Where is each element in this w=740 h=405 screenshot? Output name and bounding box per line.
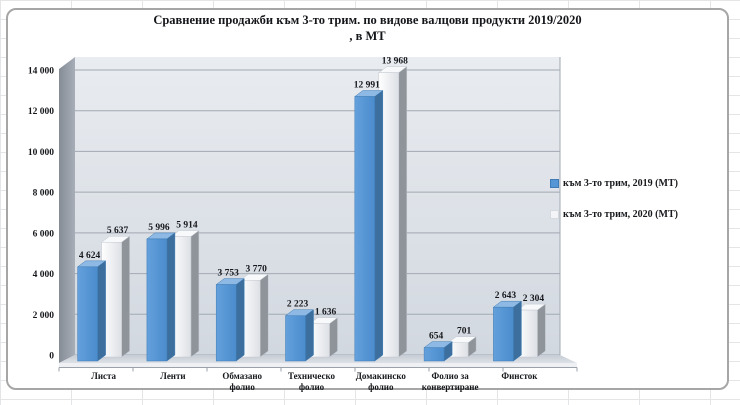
y-axis-tick-label: 4 000: [33, 270, 55, 280]
data-label: 2 223: [287, 300, 309, 310]
data-label: 12 991: [354, 81, 380, 91]
legend-label-2020: към 3-то трим, 2020 (МТ): [563, 209, 678, 220]
x-axis-label-cat7: Финсток: [501, 371, 538, 381]
data-label: 2 304: [523, 294, 545, 304]
x-axis-label-cat6: Фолио за конвертиране: [421, 371, 479, 392]
x-axis-label-cat3: Обмазано фолио: [222, 371, 263, 392]
y-axis-tick-label: 12 000: [28, 107, 54, 117]
x-axis-label-cat2: Ленти: [160, 371, 186, 381]
bar-series1-cat2[interactable]: [146, 238, 168, 362]
y-axis-tick-label: 10 000: [28, 148, 54, 158]
plot-side-wall: [59, 57, 75, 363]
bar-series1-cat4[interactable]: [285, 315, 306, 362]
bar-series1-cat5[interactable]: [354, 96, 376, 362]
bar-series1-cat7[interactable]: [493, 306, 514, 362]
data-label: 4 624: [79, 251, 101, 261]
chart-title: Сравнение продажби към 3-то трим. по вид…: [8, 12, 727, 45]
data-label: 5 914: [176, 221, 198, 231]
data-label: 5 637: [107, 226, 129, 236]
data-label: 2 643: [495, 291, 517, 301]
x-axis-label-cat4: Техническо фолио: [287, 371, 336, 392]
y-axis-tick-label: 6 000: [33, 229, 55, 239]
legend-marker-2019: [550, 179, 559, 188]
bar-series1-cat6[interactable]: [423, 347, 445, 362]
data-label: 701: [457, 327, 472, 337]
legend-label-2019: към 3-то трим, 2019 (МТ): [563, 178, 678, 189]
plot-area: 0 2 000 4 000 6 000 8 000 10 000 12 000 14 000 5…: [28, 57, 578, 372]
chart-object[interactable]: Сравнение продажби към 3-то трим. по вид…: [6, 8, 729, 392]
data-label: 5 996: [148, 223, 170, 233]
legend: към 3-то трим, 2019 (МТ) към 3-то трим, …: [550, 178, 678, 220]
chart-title-line2: , в МТ: [349, 29, 386, 44]
legend-item-2019[interactable]: към 3-то трим, 2019 (МТ): [550, 178, 678, 189]
x-axis-label-cat5: Домакинско фолио: [355, 371, 406, 392]
x-axis-labels: Листа Ленти Обмазано фолио Техническо фолио…: [8, 10, 727, 392]
y-axis-tick-label: 14 000: [28, 67, 54, 77]
y-axis-tick-label: 0: [49, 352, 54, 362]
chart-title-line1: Сравнение продажби към 3-то трим. по вид…: [153, 13, 582, 27]
data-label: 3 770: [246, 264, 268, 274]
bar-series1-cat3[interactable]: [215, 284, 237, 362]
data-label: 3 753: [218, 269, 240, 279]
data-label: 1 636: [315, 308, 337, 318]
x-axis-label-cat1: Листа: [91, 371, 117, 381]
data-label: 13 968: [382, 57, 408, 67]
bar-series1-cat1[interactable]: [77, 266, 98, 362]
y-axis-tick-label: 8 000: [33, 189, 55, 199]
plot-floor-front: [59, 363, 577, 368]
legend-item-2020[interactable]: към 3-то трим, 2020 (МТ): [550, 209, 678, 220]
y-axis-tick-label: 2 000: [33, 311, 55, 321]
data-label: 654: [429, 332, 444, 342]
legend-marker-2020: [550, 210, 559, 219]
